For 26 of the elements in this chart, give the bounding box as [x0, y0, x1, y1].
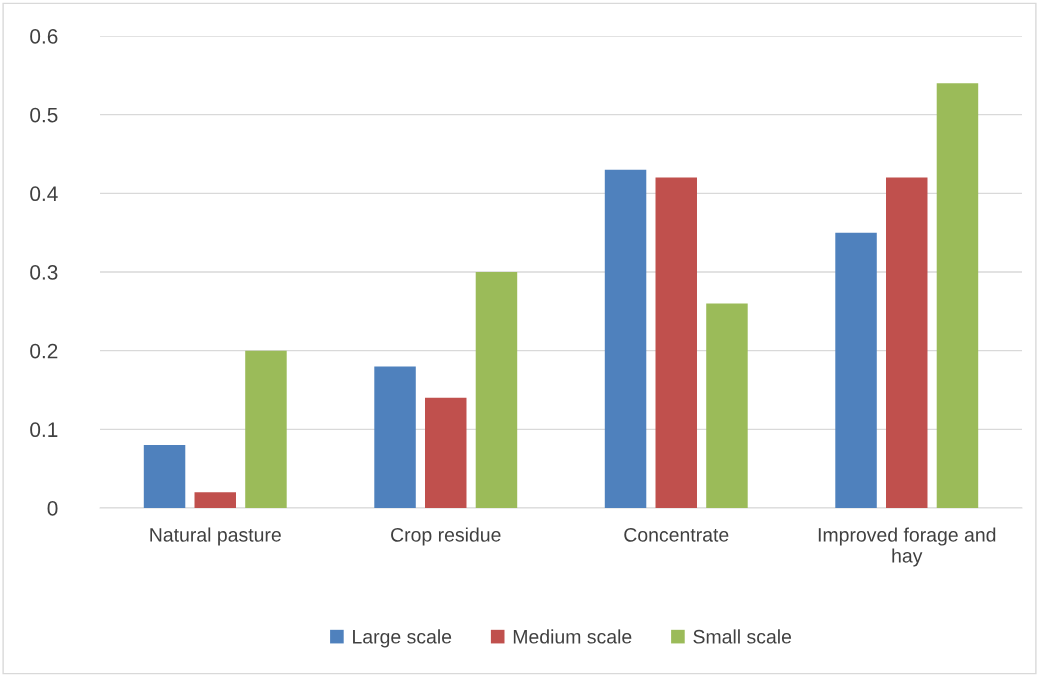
bar [604, 169, 647, 508]
x-tick-label: Concentrate [624, 527, 729, 542]
legend-label: Medium scale [513, 629, 632, 644]
y-tick-label: 0 [47, 501, 58, 516]
y-tick-label: 0.1 [30, 422, 58, 438]
bar [374, 366, 416, 508]
x-tick-label: Natural pasture [150, 527, 281, 546]
y-tick-label: 0.5 [30, 107, 58, 123]
legend-label: Large scale [353, 629, 452, 648]
y-tick-label: 0.3 [30, 265, 58, 280]
bar [706, 303, 748, 508]
bar [835, 232, 877, 508]
bar [936, 83, 979, 508]
bar [194, 492, 236, 508]
y-tick-label: 0.4 [30, 186, 58, 202]
legend-label: Small scale [693, 629, 792, 644]
bar [425, 397, 467, 508]
bar [655, 177, 697, 508]
bar [245, 350, 287, 508]
x-tick-label: Improved forage and hay [818, 527, 996, 567]
bar [143, 445, 186, 508]
y-tick-label: 0.6 [30, 29, 58, 44]
x-tick-label: Crop residue [391, 527, 501, 546]
bar [886, 177, 928, 508]
y-tick-label: 0.2 [30, 343, 58, 359]
bar [475, 272, 518, 508]
